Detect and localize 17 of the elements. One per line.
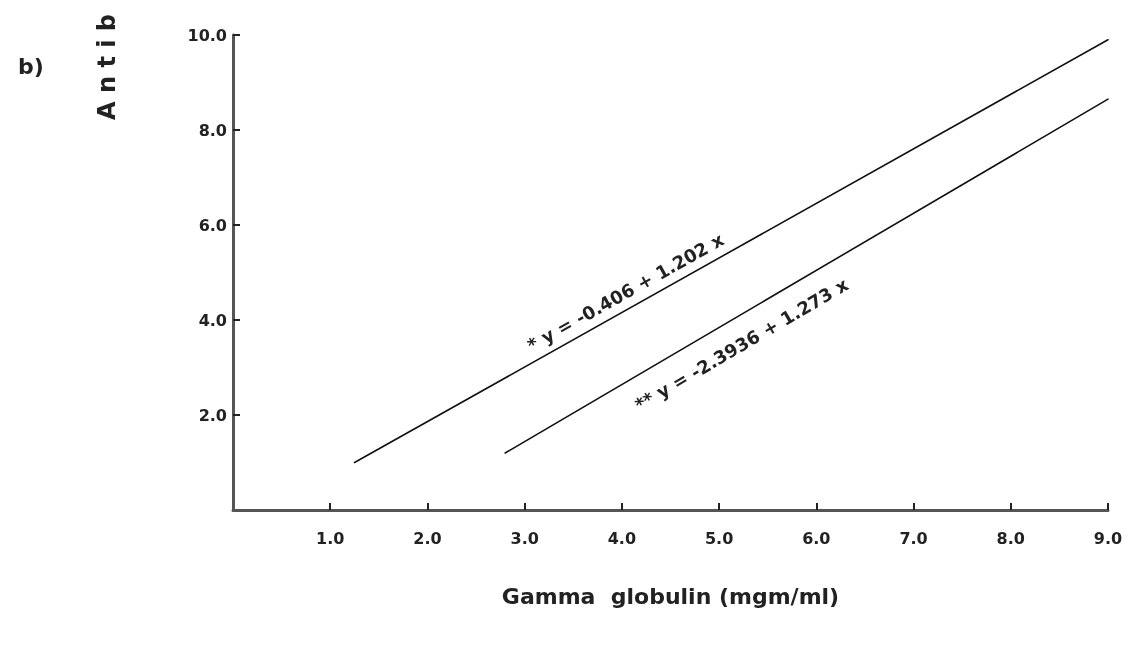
x-tick-label: 2.0	[413, 528, 442, 548]
x-tick-label: 6.0	[802, 528, 831, 548]
x-tick-label: 4.0	[607, 528, 637, 548]
x-tick-label: 1.0	[316, 528, 345, 548]
y-axis-title: A n t i b	[93, 13, 121, 120]
y-tick-label: 6.0	[198, 215, 227, 235]
x-tick-label: 5.0	[704, 528, 734, 548]
y-tick-label: 4.0	[198, 310, 227, 330]
x-tick-label: 8.0	[996, 528, 1025, 548]
x-tick-label: 7.0	[899, 528, 928, 548]
x-axis-title: Gamma globulin (mgm/ml)	[501, 583, 840, 609]
y-tick-label: 2.0	[198, 405, 227, 425]
y-tick-label: 10.0	[187, 25, 227, 45]
x-tick-label: 9.0	[1093, 528, 1123, 548]
text: b)	[18, 53, 44, 79]
y-tick-label: 8.0	[198, 120, 227, 140]
x-tick-label: 3.0	[510, 528, 539, 548]
